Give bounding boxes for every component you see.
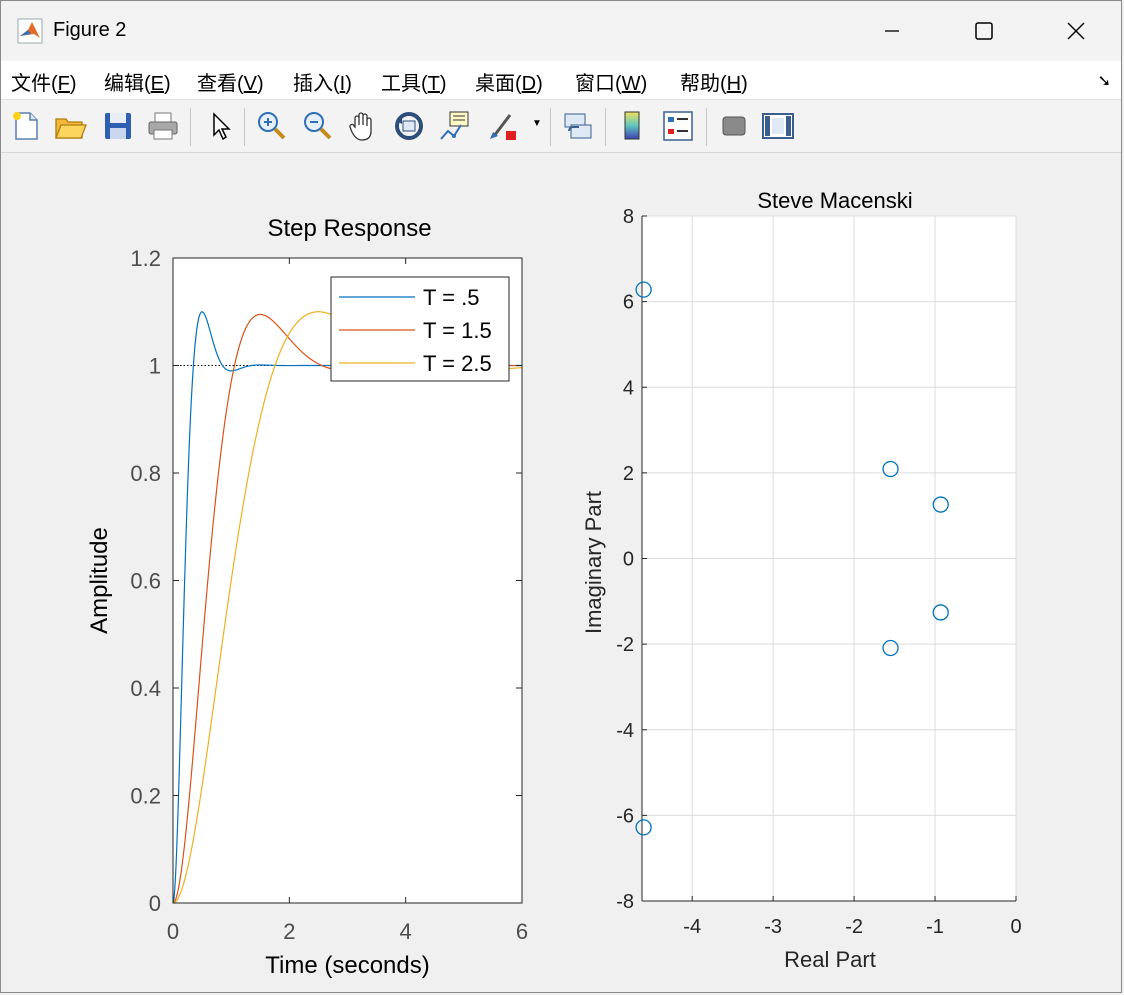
pole-zero-axes[interactable]: -4 -3 -2 -1 0 -8 -6 -4 -2 0 2 4 6 8 Steve Macenski Real… (581, 188, 1022, 972)
x-tick-label: 0 (167, 919, 179, 944)
toolbar-separator (190, 108, 191, 146)
window-title: Figure 2 (53, 19, 127, 41)
y-tick-label: 0 (149, 891, 161, 916)
zero-marker (932, 496, 949, 513)
open-file-icon[interactable] (53, 109, 87, 143)
save-icon[interactable] (101, 109, 135, 143)
menu-insert[interactable]: 插入(I) (293, 73, 352, 95)
colorbar-icon[interactable] (616, 109, 650, 143)
zero-marker (882, 639, 899, 657)
menu-window[interactable]: 窗口(W) (575, 73, 648, 95)
zero-marker (882, 460, 899, 478)
figure-toolbar: ▼ (1, 100, 1121, 153)
y-tick-label: 6 (623, 292, 634, 314)
x-tick-label: -2 (845, 916, 863, 938)
zero-marker (635, 281, 652, 298)
pointer-icon[interactable] (204, 109, 238, 143)
link-plot-icon[interactable] (561, 109, 595, 143)
x-tick-label: 0 (1010, 916, 1021, 938)
x-tick-label: 6 (516, 919, 528, 944)
chart-title: Step Response (267, 215, 431, 242)
legend-entry-1: T = .5 (423, 285, 479, 310)
y-axis-label: Imaginary Part (581, 491, 606, 634)
brush-icon[interactable] (486, 109, 520, 143)
menu-view[interactable]: 查看(V) (197, 73, 264, 95)
legend-entry-3: T = 2.5 (423, 351, 492, 376)
rotate-3d-icon[interactable] (392, 109, 426, 143)
x-tick-label: -4 (683, 916, 701, 938)
y-axis-label: Amplitude (86, 527, 113, 634)
menu-help[interactable]: 帮助(H) (680, 73, 748, 95)
y-tick-label: -2 (616, 634, 634, 656)
legend-box (330, 276, 510, 382)
step-response-axes[interactable]: 0 2 4 6 0 0.2 0.4 0.6 0.8 1 1.2 Step Response Time (… (86, 215, 528, 979)
x-axis-label: Time (seconds) (265, 952, 429, 979)
x-tick-label: -1 (926, 916, 944, 938)
y-tick-label: 0.6 (130, 569, 161, 594)
print-icon[interactable] (146, 109, 180, 143)
toolbar-separator (706, 108, 707, 146)
maximize-button[interactable] (938, 1, 1030, 61)
new-figure-icon[interactable] (9, 109, 43, 143)
toolbar-separator (244, 108, 245, 146)
minimize-icon (885, 30, 899, 32)
y-tick-label: 1 (149, 354, 161, 379)
title-bar: Figure 2 (1, 1, 1121, 61)
menu-desktop[interactable]: 桌面(D) (475, 73, 543, 95)
legend-icon[interactable] (661, 109, 695, 143)
x-tick-label: 4 (400, 919, 412, 944)
menu-expand-icon[interactable]: ➘ (1097, 73, 1111, 90)
y-tick-label: -6 (616, 805, 634, 827)
pan-hand-icon[interactable] (346, 109, 380, 143)
hide-plot-tools-icon[interactable] (717, 109, 751, 143)
x-axis-label: Real Part (784, 947, 876, 972)
matlab-icon (17, 18, 43, 44)
data-cursor-icon[interactable] (438, 109, 472, 143)
y-tick-label: 8 (623, 206, 634, 228)
legend-entry-2: T = 1.5 (423, 318, 492, 343)
y-tick-label: 4 (623, 377, 634, 399)
menu-tools[interactable]: 工具(T) (381, 73, 447, 95)
menu-bar: 文件(F) 编辑(E) 查看(V) 插入(I) 工具(T) 桌面(D) 窗口(W) 帮助(H)… (1, 61, 1121, 100)
y-tick-label: 0.2 (130, 784, 161, 809)
y-tick-label: 2 (623, 463, 634, 485)
brush-dropdown-icon[interactable]: ▼ (532, 118, 542, 129)
y-tick-label: 0.8 (130, 461, 161, 486)
y-tick-label: -8 (616, 891, 634, 913)
menu-edit[interactable]: 编辑(E) (104, 73, 171, 95)
maximize-icon (975, 22, 993, 40)
zero-marker (932, 604, 949, 621)
zoom-out-icon[interactable] (300, 109, 334, 143)
close-button[interactable] (1030, 1, 1122, 61)
zero-marker (635, 819, 652, 836)
zoom-in-icon[interactable] (254, 109, 288, 143)
x-tick-label: -3 (764, 916, 782, 938)
menu-file[interactable]: 文件(F) (11, 73, 77, 95)
close-icon (1067, 22, 1085, 40)
show-plot-tools-icon[interactable] (761, 109, 795, 143)
y-tick-label: -4 (616, 720, 634, 742)
y-tick-label: 0 (623, 549, 634, 571)
toolbar-separator (605, 108, 606, 146)
x-tick-label: 2 (283, 919, 295, 944)
chart-title: Steve Macenski (757, 188, 912, 213)
figure-canvas: 0 2 4 6 0 0.2 0.4 0.6 0.8 1 1.2 Step Response Time (… (86, 188, 1022, 979)
toolbar-separator (550, 108, 551, 146)
minimize-button[interactable] (846, 1, 938, 61)
y-tick-label: 1.2 (130, 246, 161, 271)
y-tick-label: 0.4 (130, 676, 161, 701)
